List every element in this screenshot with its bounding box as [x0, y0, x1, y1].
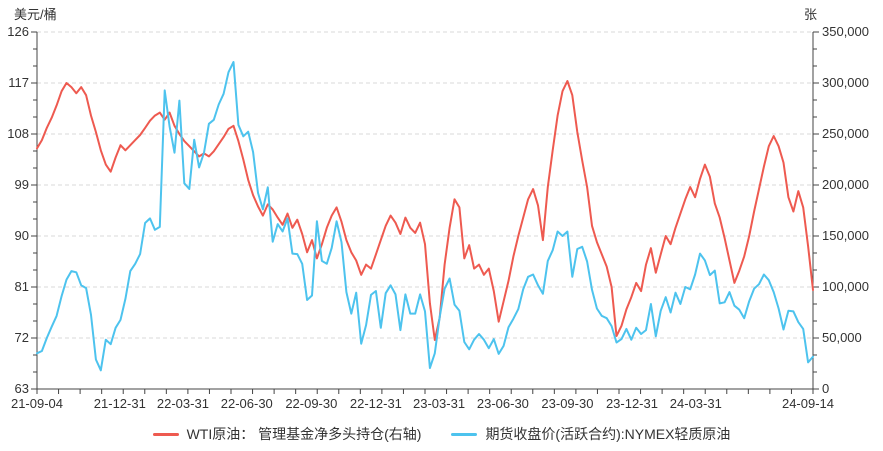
x-axis-tick-label: 21-12-31	[94, 396, 146, 411]
legend-label: 期货收盘价(活跃合约):NYMEX轻质原油	[485, 426, 731, 442]
x-axis-tick-label: 22-03-31	[157, 396, 209, 411]
x-axis-tick-label: 22-06-30	[221, 396, 273, 411]
x-axis-tick-label: 23-06-30	[477, 396, 529, 411]
red-series-line	[36, 80, 814, 341]
right-axis-tick-label: 350,000	[822, 24, 869, 39]
left-axis-tick-label: 126	[7, 24, 29, 39]
left-axis-tick-label: 81	[15, 279, 29, 294]
left-axis-tick-label: 72	[15, 330, 29, 345]
x-axis-tick-label: 23-03-31	[413, 396, 465, 411]
left-axis-tick-label: 90	[15, 228, 29, 243]
x-axis-tick-label: 21-09-04	[11, 396, 63, 411]
left-axis-tick-label: 99	[15, 177, 29, 192]
right-axis-tick-label: 250,000	[822, 126, 869, 141]
right-axis-tick-label: 0	[822, 381, 829, 396]
x-axis-tick-label: 22-12-31	[350, 396, 402, 411]
right-axis-tick-label: 50,000	[822, 330, 862, 345]
right-axis-tick-label: 100,000	[822, 279, 869, 294]
x-axis-tick-label: 23-09-30	[541, 396, 593, 411]
right-axis-unit-label: 张	[804, 7, 818, 22]
chart-canvas: 63 72 81 90 99 108 117 126 0 50,000 100,000 150,000…	[7, 24, 869, 411]
x-axis-tick-label: 24-09-14	[782, 396, 834, 411]
legend-item-futures-close[interactable]: 期货收盘价(活跃合约):NYMEX轻质原油	[451, 424, 730, 444]
chart-legend: WTI原油： 管理基金净多头持仓(右轴) 期货收盘价(活跃合约):NYMEX轻质…	[0, 424, 883, 444]
right-axis-tick-label: 150,000	[822, 228, 869, 243]
x-axis-tick-label: 23-12-31	[606, 396, 658, 411]
left-axis-tick-label: 117	[8, 75, 29, 90]
x-axis-tick-label: 24-03-31	[670, 396, 722, 411]
legend-item-net-long-position[interactable]: WTI原油： 管理基金净多头持仓(右轴)	[152, 424, 422, 444]
left-axis-tick-label: 63	[15, 381, 29, 396]
red-line-swatch	[152, 432, 179, 436]
blue-series-line	[36, 61, 814, 372]
left-axis-tick-label: 108	[7, 126, 29, 141]
legend-label: WTI原油： 管理基金净多头持仓(右轴)	[186, 426, 422, 442]
blue-line-swatch	[451, 432, 478, 436]
left-axis-unit-label: 美元/桶	[14, 7, 57, 22]
x-axis-tick-label: 22-09-30	[285, 396, 337, 411]
right-axis-tick-label: 200,000	[822, 177, 869, 192]
right-axis-tick-label: 300,000	[822, 75, 869, 90]
